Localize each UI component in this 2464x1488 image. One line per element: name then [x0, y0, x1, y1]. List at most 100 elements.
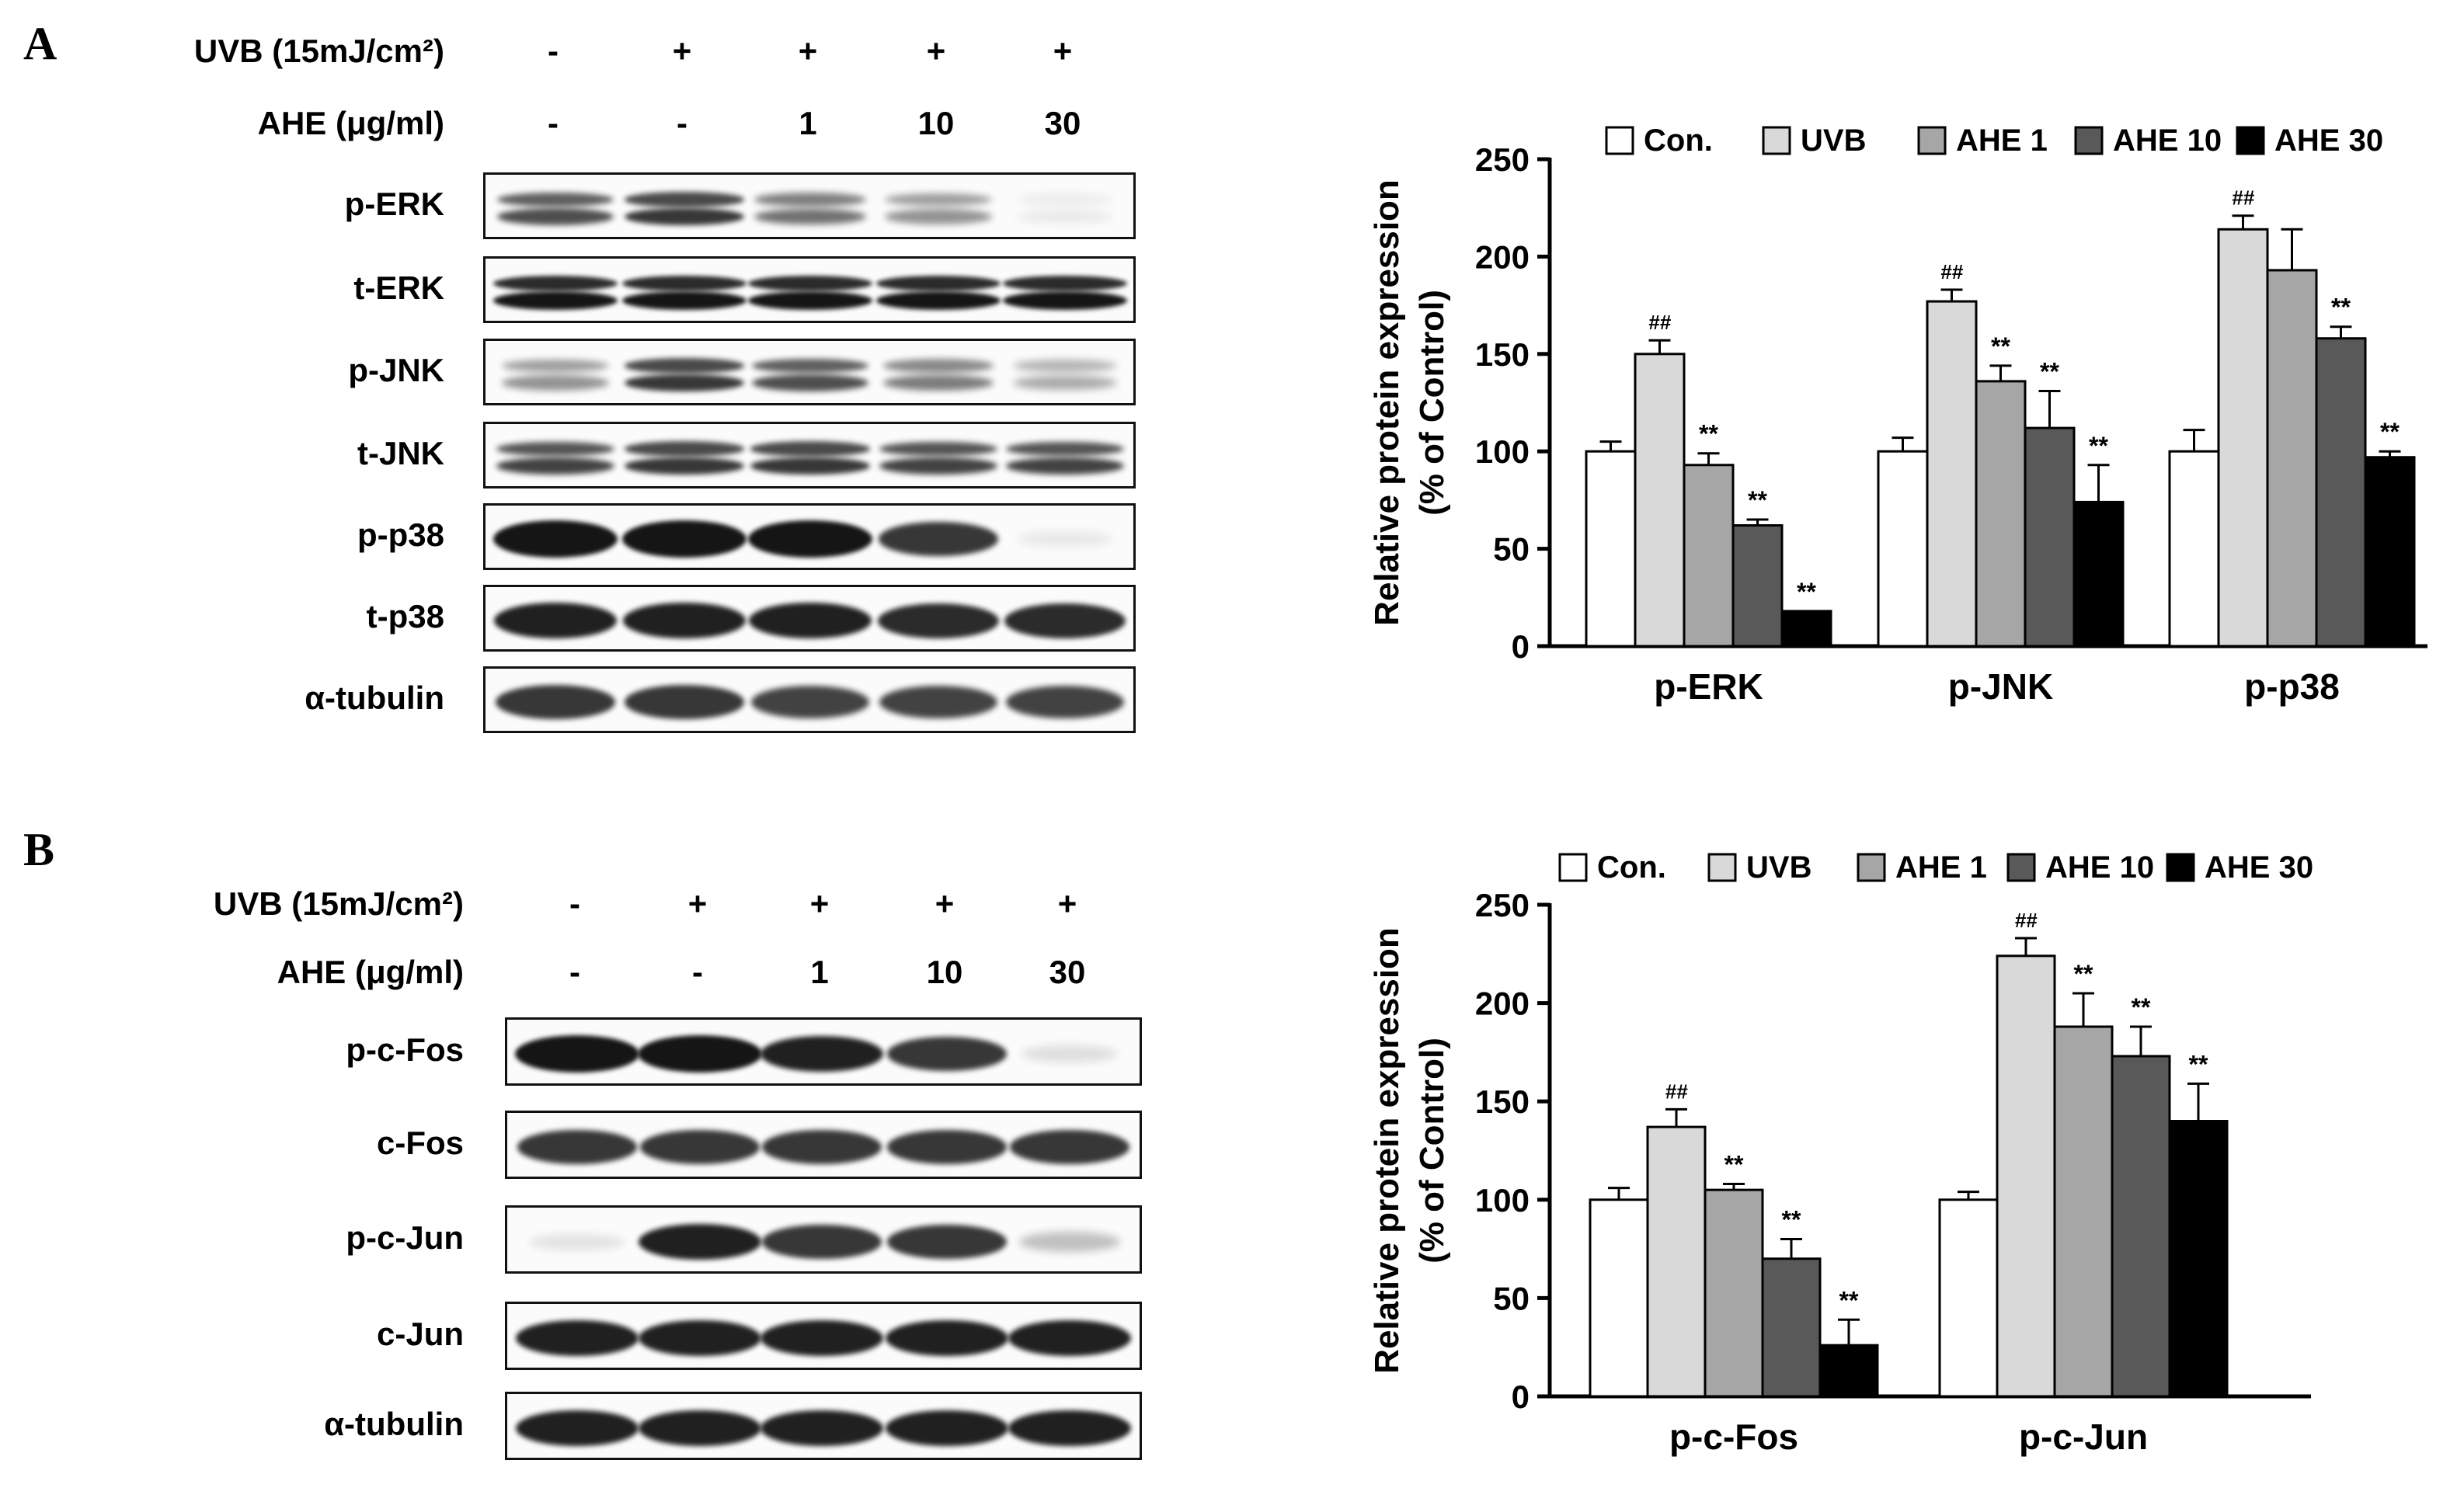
protein-band	[750, 457, 870, 475]
legend-label: AHE 30	[2274, 123, 2383, 158]
bar	[1938, 1198, 1999, 1398]
x-category-label: p-c-Fos	[1669, 1417, 1798, 1457]
treatment-lane-value: 1	[799, 105, 817, 141]
bar	[1761, 1257, 1822, 1398]
legend-label: AHE 1	[1956, 123, 2048, 158]
protein-band	[748, 276, 872, 291]
protein-band	[748, 520, 872, 558]
protein-band	[496, 441, 614, 457]
protein-band	[1004, 603, 1126, 638]
treatment-lane-value: +	[798, 33, 818, 69]
protein-band	[502, 359, 609, 373]
bar	[2024, 426, 2076, 648]
legend-swatch	[1558, 853, 1588, 882]
treatment-ahe-label: AHE (μg/ml)	[277, 954, 464, 990]
protein-band	[625, 441, 744, 457]
blot-strip	[505, 1017, 1142, 1086]
significance-mark: **	[2040, 357, 2059, 385]
blot-strip	[505, 1302, 1142, 1370]
protein-band	[1013, 359, 1117, 373]
bar	[1731, 524, 1784, 648]
protein-band	[887, 1130, 1007, 1164]
panel-a-letter: A	[23, 18, 57, 69]
significance-mark: ##	[1940, 260, 1963, 283]
blot-strip	[505, 1392, 1142, 1460]
legend-swatch	[1762, 126, 1791, 155]
y-tick-label: 150	[1475, 336, 1530, 373]
blot-strip	[505, 1111, 1142, 1179]
significance-mark: **	[2331, 294, 2351, 322]
protein-band	[1003, 291, 1127, 310]
protein-band	[638, 1035, 762, 1073]
significance-mark: **	[1782, 1205, 1801, 1233]
significance-mark: **	[2380, 418, 2400, 446]
protein-band	[762, 1130, 882, 1164]
protein-band	[623, 602, 746, 639]
protein-band	[754, 193, 866, 207]
bar	[2266, 269, 2318, 648]
protein-band	[639, 1410, 761, 1447]
protein-band	[1006, 457, 1124, 475]
protein-band	[1008, 1410, 1131, 1447]
treatment-lane-value: -	[569, 954, 580, 990]
legend-label: UVB	[1746, 850, 1811, 885]
treatment-lane-value: 30	[1044, 105, 1081, 141]
protein-band	[517, 1130, 637, 1164]
y-tick-label: 100	[1475, 433, 1530, 470]
treatment-lane-value: +	[809, 885, 830, 922]
protein-band	[622, 520, 747, 558]
protein-band	[752, 374, 868, 391]
y-tick-label: 100	[1475, 1182, 1530, 1219]
bar	[2217, 228, 2269, 648]
protein-band	[1017, 210, 1113, 224]
treatment-lane-value: -	[548, 105, 559, 141]
treatment-lane-value: +	[672, 33, 692, 69]
blot-row-label: p-JNK	[348, 352, 444, 388]
protein-band	[879, 441, 997, 457]
protein-band	[516, 1319, 639, 1357]
bar	[1780, 610, 1832, 648]
bar	[1646, 1125, 1707, 1398]
treatment-lane-value: 10	[917, 105, 955, 141]
significance-mark: **	[1699, 420, 1718, 448]
protein-band	[760, 1410, 883, 1447]
y-axis-label: (% of Control)	[1413, 290, 1451, 516]
legend-swatch	[2006, 853, 2036, 882]
significance-mark: ##	[2015, 909, 2038, 932]
legend-label: Con.	[1644, 123, 1713, 158]
bar	[2111, 1055, 2171, 1398]
bar	[2072, 500, 2125, 648]
legend-swatch	[2166, 853, 2195, 882]
protein-band	[1008, 1319, 1131, 1357]
treatment-lane-value: +	[687, 885, 708, 922]
protein-band	[1006, 441, 1124, 457]
y-tick-label: 0	[1512, 628, 1530, 665]
treatment-lane-value: +	[934, 885, 955, 922]
protein-band	[1010, 1130, 1129, 1164]
protein-band	[885, 209, 992, 224]
protein-band	[1017, 530, 1113, 548]
bar	[2364, 456, 2416, 648]
bar	[2168, 450, 2220, 648]
legend-label: UVB	[1801, 123, 1866, 158]
blot-strip	[483, 172, 1136, 239]
significance-mark: **	[2132, 993, 2151, 1021]
legend-swatch	[2074, 126, 2104, 155]
bar	[1926, 300, 1978, 648]
protein-band	[750, 441, 870, 457]
protein-band	[625, 374, 744, 392]
protein-band	[876, 291, 1001, 310]
y-axis-label: Relative protein expression	[1368, 179, 1406, 626]
treatment-lane-value: 1	[810, 954, 829, 990]
protein-band	[622, 276, 747, 291]
treatment-lane-value: -	[677, 105, 687, 141]
protein-band	[879, 522, 998, 556]
blot-row-label: p-ERK	[344, 186, 444, 222]
protein-band	[887, 1225, 1007, 1259]
protein-band	[502, 375, 609, 391]
legend-swatch	[2236, 126, 2265, 155]
protein-band	[879, 457, 997, 475]
y-axis-label: (% of Control)	[1413, 1038, 1451, 1264]
x-category-label: p-p38	[2244, 666, 2340, 707]
protein-band	[625, 457, 744, 475]
